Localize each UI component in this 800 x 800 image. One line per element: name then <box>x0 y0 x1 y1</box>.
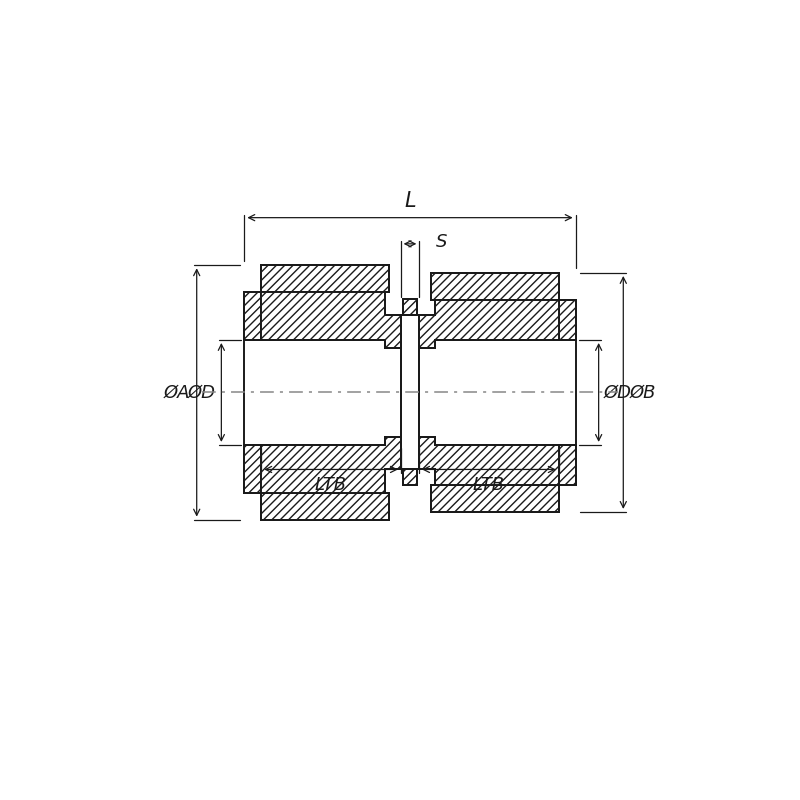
Polygon shape <box>262 292 401 348</box>
Text: S: S <box>436 233 447 250</box>
Polygon shape <box>430 485 558 512</box>
Polygon shape <box>558 300 575 340</box>
Polygon shape <box>419 300 558 348</box>
Polygon shape <box>403 298 417 315</box>
Polygon shape <box>403 470 417 485</box>
Text: LTB: LTB <box>315 476 347 494</box>
Polygon shape <box>262 493 390 519</box>
Text: ØB: ØB <box>630 383 656 402</box>
Text: ØD: ØD <box>604 383 632 402</box>
Text: L: L <box>404 190 416 210</box>
Text: ØD: ØD <box>188 383 216 402</box>
Polygon shape <box>419 437 558 485</box>
Polygon shape <box>245 292 262 340</box>
Polygon shape <box>262 437 401 493</box>
Polygon shape <box>558 445 575 485</box>
Polygon shape <box>430 273 558 300</box>
Text: ØA: ØA <box>164 383 190 402</box>
Polygon shape <box>245 445 262 493</box>
Polygon shape <box>262 266 390 292</box>
Text: LTB: LTB <box>473 476 505 494</box>
Polygon shape <box>401 315 419 470</box>
